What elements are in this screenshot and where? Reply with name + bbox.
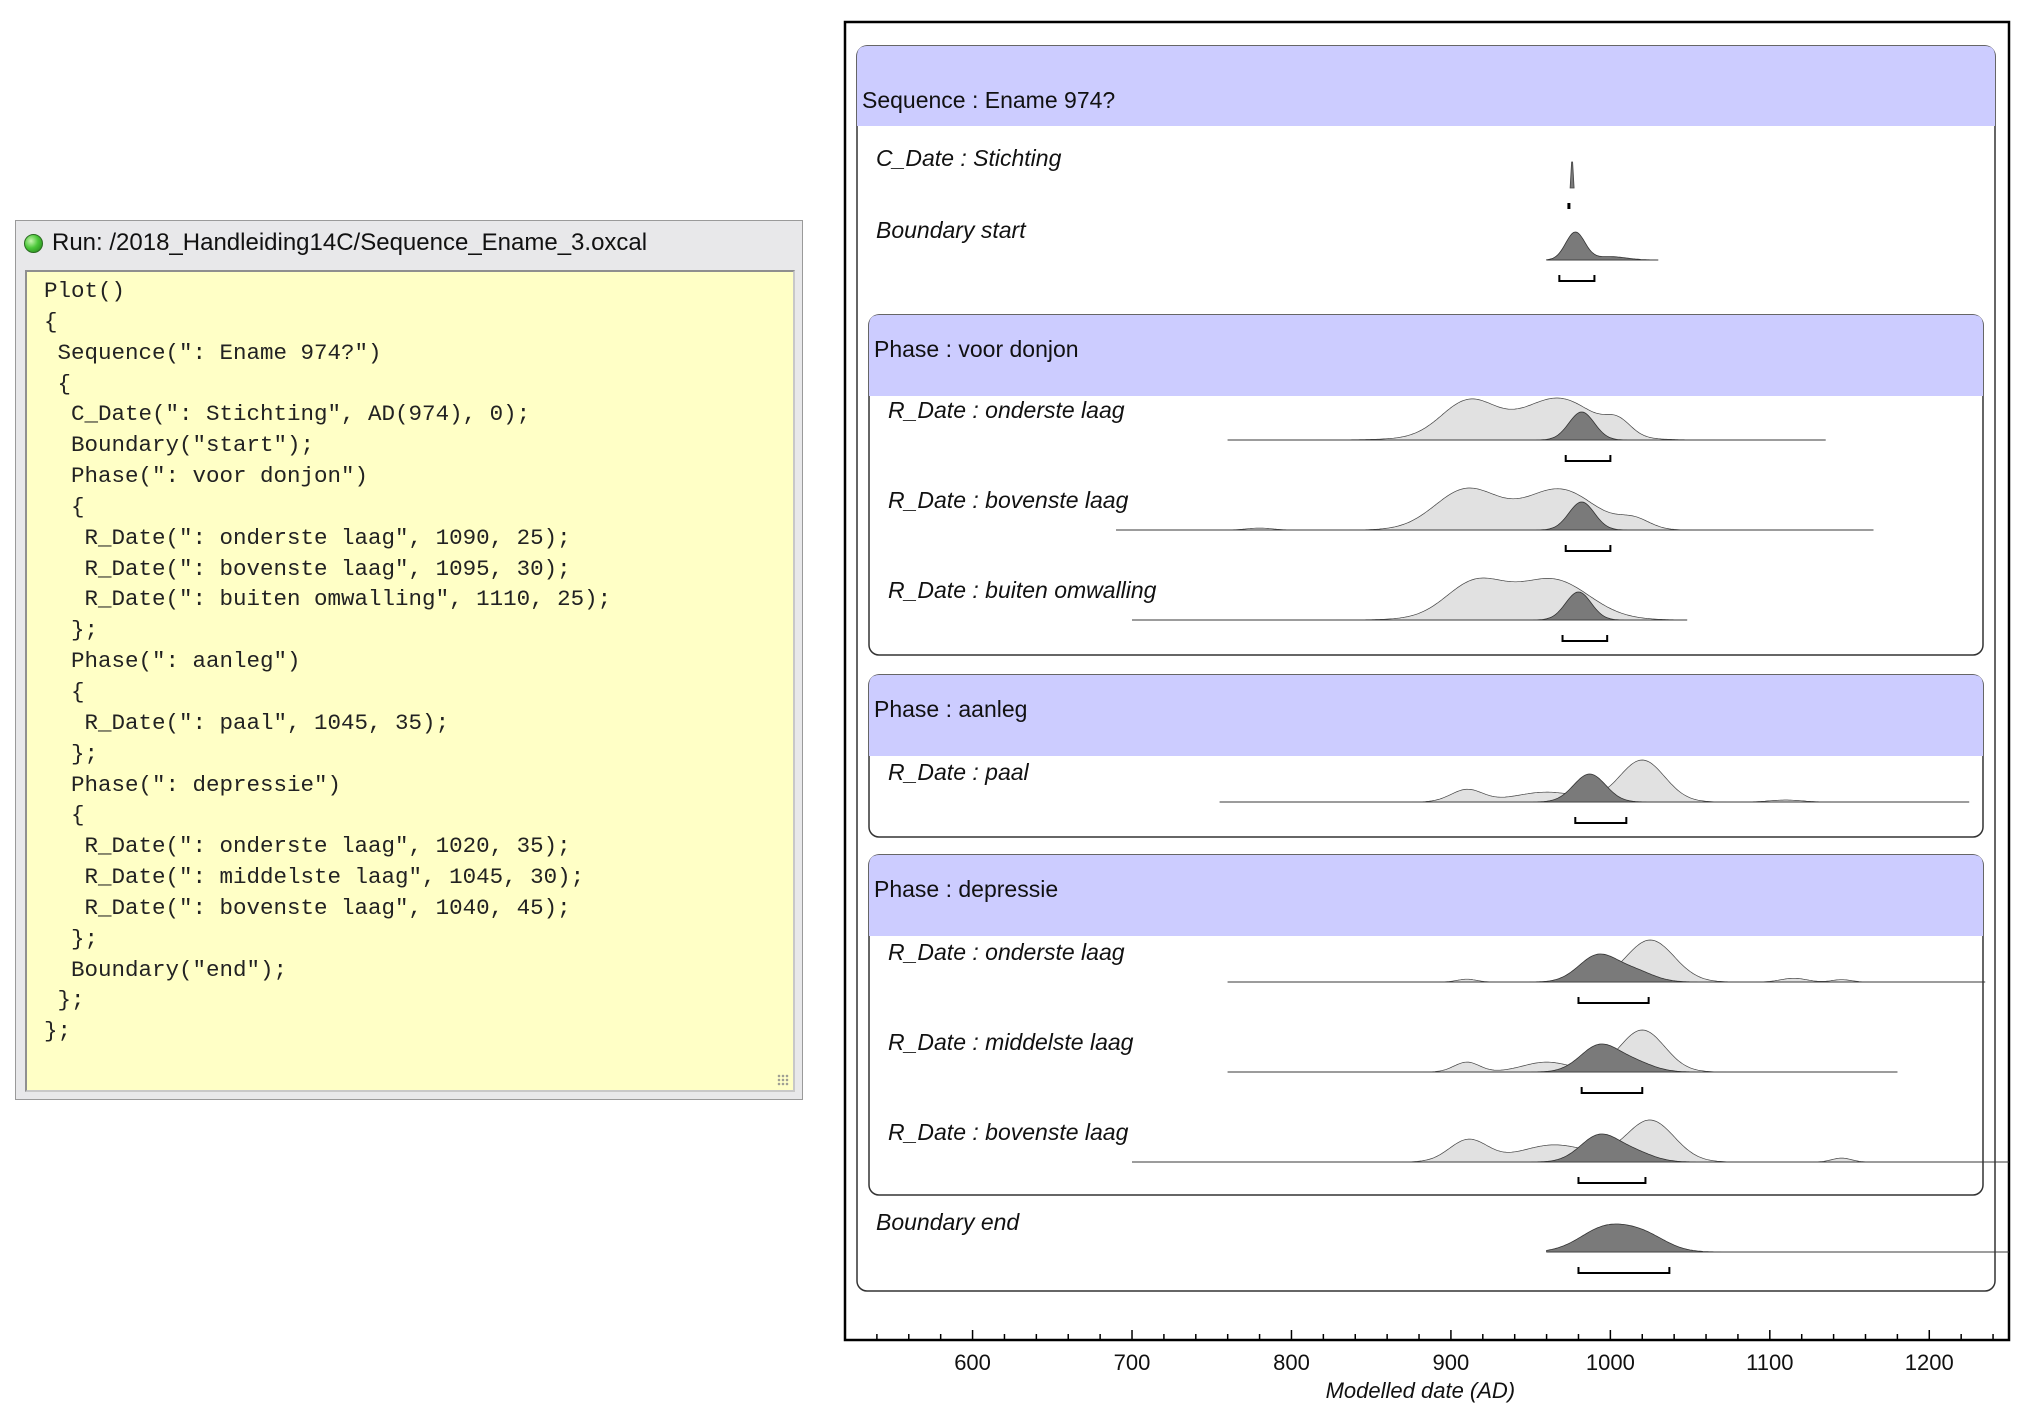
hpd-range xyxy=(1574,817,1628,824)
posterior-distribution xyxy=(1227,411,1826,441)
code-line: Sequence(": Ename 974?") xyxy=(44,339,382,366)
chart-frame: Sequence : Ename 974? Phase : voor donjon… xyxy=(843,20,2013,1403)
series-label: R_Date : onderste laag xyxy=(888,939,1125,965)
code-line: Phase(": voor donjon") xyxy=(44,463,369,490)
code-line: Phase(": depressie") xyxy=(44,771,342,798)
code-line: R_Date(": middelste laag", 1045, 30); xyxy=(44,864,585,891)
hpd-range xyxy=(1558,275,1596,282)
series-label: R_Date : paal xyxy=(888,759,1030,785)
series-label: R_Date : middelste laag xyxy=(888,1029,1134,1055)
x-tick-label: 800 xyxy=(1273,1350,1310,1375)
posterior-distribution xyxy=(1116,501,1874,531)
code-line: R_Date(": paal", 1045, 35); xyxy=(44,709,450,736)
code-line: R_Date(": onderste laag", 1020, 35); xyxy=(44,833,571,860)
code-line: R_Date(": bovenste laag", 1040, 45); xyxy=(44,894,571,921)
code-line: C_Date(": Stichting", AD(974), 0); xyxy=(44,401,531,428)
hpd-range xyxy=(1580,1087,1644,1094)
sequence-header xyxy=(857,46,1995,126)
phase-label: Phase : aanleg xyxy=(874,696,1027,722)
phase-header xyxy=(869,855,1983,936)
code-line: { xyxy=(44,370,72,397)
code-editor[interactable]: Plot() { Sequence(": Ename 974?") { C_Dat… xyxy=(25,270,795,1092)
posterior-distribution xyxy=(1132,591,1687,621)
series-label: C_Date : Stichting xyxy=(876,145,1062,171)
resize-grip-icon[interactable] xyxy=(777,1074,789,1086)
code-window: Run: /2018_Handleiding14C/Sequence_Ename… xyxy=(15,220,803,1100)
code-line: }; xyxy=(44,617,99,644)
series-label: R_Date : bovenste laag xyxy=(888,1119,1129,1145)
posterior-distribution xyxy=(1569,161,1575,189)
code-text: Plot() { Sequence(": Ename 974?") { C_Dat… xyxy=(44,276,793,1047)
code-line: { xyxy=(44,678,85,705)
code-window-title: Run: /2018_Handleiding14C/Sequence_Ename… xyxy=(52,229,648,256)
hpd-range xyxy=(1577,1267,1671,1274)
code-line: Boundary("end"); xyxy=(44,956,288,983)
x-tick-label: 1200 xyxy=(1905,1350,1954,1375)
series-label: Boundary end xyxy=(876,1209,1020,1235)
code-line: { xyxy=(44,802,85,829)
phase-label: Phase : depressie xyxy=(874,876,1058,902)
hpd-range xyxy=(1564,455,1612,462)
code-line: R_Date(": bovenste laag", 1095, 30); xyxy=(44,555,571,582)
code-line: }; xyxy=(44,1018,72,1045)
oxcal-multiplot: Sequence : Ename 974? Phase : voor donjon… xyxy=(843,20,2011,1403)
code-line: }; xyxy=(44,925,99,952)
series-label: R_Date : bovenste laag xyxy=(888,487,1129,513)
x-axis-label: Modelled date (AD) xyxy=(1326,1378,1516,1403)
hpd-range xyxy=(1577,997,1650,1004)
series-label: R_Date : onderste laag xyxy=(888,397,1125,423)
plot-frame xyxy=(843,20,2011,1342)
code-window-titlebar: Run: /2018_Handleiding14C/Sequence_Ename… xyxy=(16,221,802,265)
code-line: { xyxy=(44,308,58,335)
phase-header xyxy=(869,315,1983,396)
code-line: { xyxy=(44,493,85,520)
hpd-range xyxy=(1561,635,1609,642)
code-line: R_Date(": onderste laag", 1090, 25); xyxy=(44,524,571,551)
code-line: }; xyxy=(44,740,99,767)
code-line: Plot() xyxy=(44,278,126,304)
x-tick-label: 1000 xyxy=(1586,1350,1635,1375)
x-tick-label: 700 xyxy=(1114,1350,1151,1375)
x-tick-label: 900 xyxy=(1433,1350,1470,1375)
x-tick-label: 1100 xyxy=(1746,1350,1793,1375)
posterior-distribution xyxy=(1227,1043,1898,1073)
phase-header xyxy=(869,675,1983,756)
series-label: R_Date : buiten omwalling xyxy=(888,577,1157,603)
code-line: Phase(": aanleg") xyxy=(44,648,301,675)
posterior-distribution xyxy=(1219,773,1970,803)
hpd-range xyxy=(1577,1177,1647,1184)
sequence-label: Sequence : Ename 974? xyxy=(862,87,1115,113)
green-status-dot-icon xyxy=(24,233,43,253)
code-line: R_Date(": buiten omwalling", 1110, 25); xyxy=(44,586,612,613)
posterior-distribution xyxy=(1132,1133,2009,1163)
x-tick-label: 600 xyxy=(954,1350,991,1375)
posterior-distribution xyxy=(1546,1223,2009,1253)
series-label: Boundary start xyxy=(876,217,1027,243)
code-line: }; xyxy=(44,987,85,1014)
code-line: Boundary("start"); xyxy=(44,432,315,459)
posterior-distribution xyxy=(1227,953,1986,983)
hpd-range xyxy=(1564,545,1612,552)
phase-label: Phase : voor donjon xyxy=(874,336,1079,362)
posterior-distribution xyxy=(1546,231,1659,261)
